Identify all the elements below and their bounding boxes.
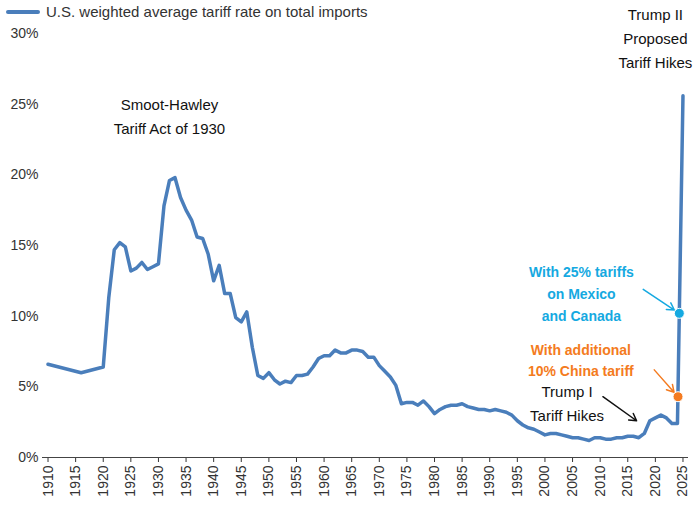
svg-text:10%: 10%	[10, 308, 38, 324]
svg-text:Trump ITariff Hikes: Trump ITariff Hikes	[530, 383, 604, 424]
svg-text:Smoot-HawleyTariff Act of 1930: Smoot-HawleyTariff Act of 1930	[114, 96, 225, 137]
svg-text:30%: 30%	[10, 25, 38, 41]
svg-text:20%: 20%	[10, 166, 38, 182]
svg-text:1920: 1920	[95, 465, 111, 496]
svg-text:2000: 2000	[536, 465, 552, 496]
svg-text:0%: 0%	[18, 449, 38, 465]
svg-text:1910: 1910	[40, 465, 56, 496]
svg-text:Trump IIProposedTariff Hikes: Trump IIProposedTariff Hikes	[618, 6, 692, 71]
svg-text:5%: 5%	[18, 378, 38, 394]
svg-text:15%: 15%	[10, 237, 38, 253]
svg-text:2005: 2005	[564, 465, 580, 496]
html-text:U.S. weighted average tariff r: U.S. weighted average tariff rate on tot…	[46, 3, 368, 20]
svg-text:1930: 1930	[150, 465, 166, 496]
svg-text:1950: 1950	[260, 465, 276, 496]
svg-text:1960: 1960	[316, 465, 332, 496]
svg-text:1995: 1995	[509, 465, 525, 496]
svg-text:1980: 1980	[426, 465, 442, 496]
svg-text:2020: 2020	[647, 465, 663, 496]
svg-text:With 25% tariffson Mexicoand C: With 25% tariffson Mexicoand Canada	[529, 264, 634, 323]
svg-text:1955: 1955	[288, 465, 304, 496]
svg-text:25%: 25%	[10, 96, 38, 112]
svg-text:1925: 1925	[122, 465, 138, 496]
svg-text:1945: 1945	[233, 465, 249, 496]
svg-text:2015: 2015	[619, 465, 635, 496]
svg-text:1985: 1985	[454, 465, 470, 496]
svg-text:2025: 2025	[674, 465, 690, 496]
svg-text:1940: 1940	[205, 465, 221, 496]
svg-text:With additional10% China tarif: With additional10% China tariff	[528, 342, 634, 380]
svg-text:1970: 1970	[371, 465, 387, 496]
svg-text:1935: 1935	[178, 465, 194, 496]
svg-text:1915: 1915	[67, 465, 83, 496]
svg-text:2010: 2010	[592, 465, 608, 496]
svg-text:1965: 1965	[343, 465, 359, 496]
svg-text:1990: 1990	[481, 465, 497, 496]
svg-text:1975: 1975	[398, 465, 414, 496]
